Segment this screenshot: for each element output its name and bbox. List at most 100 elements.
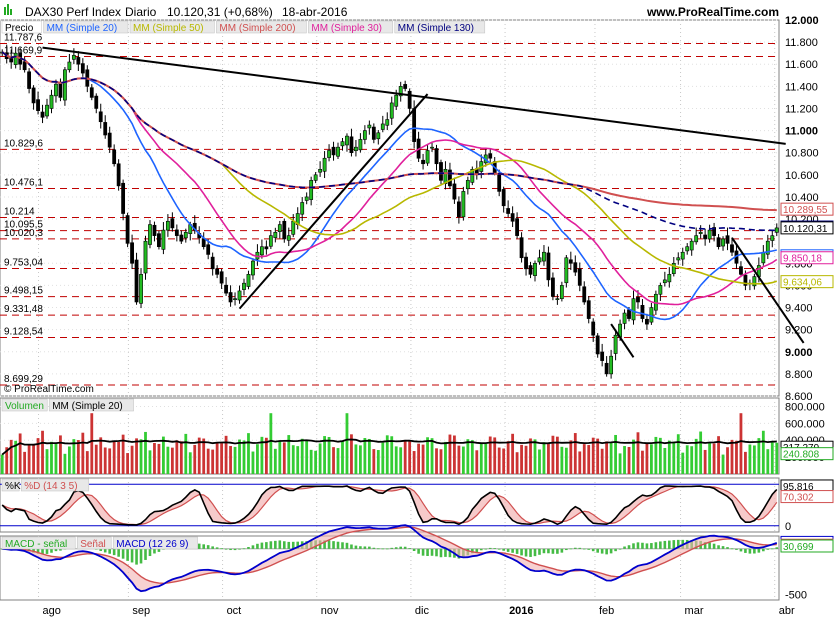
trendline <box>731 237 805 344</box>
volume-bar <box>376 450 380 474</box>
price-y-tick-label: 12.000 <box>785 15 819 27</box>
macd-histogram-bar <box>403 546 407 549</box>
macd-histogram-bar <box>578 547 582 549</box>
volume-bar <box>417 443 421 474</box>
volume-bar <box>430 438 434 474</box>
candlestick <box>595 333 600 358</box>
volume-bar <box>618 453 622 474</box>
volume-bar <box>233 446 237 474</box>
svg-text:%K: %K <box>5 481 21 492</box>
price-legend-2: MM (Simple 50) <box>129 20 215 34</box>
candlestick <box>456 196 461 224</box>
macd-histogram-bar <box>529 548 532 557</box>
candlestick <box>76 51 81 71</box>
candlestick <box>551 272 555 301</box>
candlestick <box>264 240 269 255</box>
volume-bar <box>327 437 331 474</box>
volume-bar <box>72 439 76 474</box>
volume-bar <box>117 441 121 474</box>
volume-bar <box>627 446 631 474</box>
volume-bar <box>157 443 161 474</box>
volume-bar <box>27 444 31 474</box>
macd-histogram-bar <box>215 547 219 549</box>
macd-fill <box>2 525 777 592</box>
volume-bar <box>573 433 577 474</box>
volume-bar <box>538 449 541 474</box>
level-label: 11.669,9 <box>4 46 43 57</box>
volume-bar <box>336 448 340 474</box>
volume-bar <box>502 448 506 474</box>
macd-histogram-bar <box>130 548 134 563</box>
candlestick <box>488 148 493 164</box>
volume-bar <box>166 446 170 474</box>
macd-histogram-bar <box>439 548 443 558</box>
price-value-tag: 9.634,06 <box>780 275 834 289</box>
volume-bar <box>744 451 747 474</box>
macd-histogram-bar <box>206 545 210 549</box>
macd-histogram-bar <box>726 547 729 549</box>
price-y-tick-label: 11.400 <box>785 81 818 93</box>
trendline <box>42 46 786 145</box>
macd-legend-2: MACD (12 26 9) <box>112 536 198 550</box>
volume-bar <box>67 446 71 474</box>
macd-histogram-bar <box>569 548 573 550</box>
price-y-tick-label: 10.800 <box>785 148 819 160</box>
volume-bar <box>148 450 152 474</box>
macd-histogram-bar <box>126 548 129 561</box>
x-tick-label: 2016 <box>509 605 533 617</box>
macd-histogram-bar <box>350 544 353 549</box>
macd-histogram-bar <box>247 546 250 549</box>
volume-bar <box>569 440 573 474</box>
volume-bar <box>699 431 703 474</box>
volume-bar <box>600 448 604 474</box>
macd-histogram-bar <box>708 542 711 549</box>
candlestick <box>331 141 336 161</box>
volume-bar <box>76 440 80 474</box>
macd-histogram-bar <box>533 548 537 557</box>
candlestick <box>107 126 112 153</box>
candlestick <box>470 166 475 186</box>
macd-histogram-bar <box>139 548 143 564</box>
volume-bar <box>730 439 734 474</box>
volume-bar <box>408 440 412 474</box>
macd-histogram-bar <box>408 548 411 549</box>
candlestick <box>380 115 385 133</box>
volume-bar <box>654 436 658 474</box>
macd-histogram-bar <box>287 541 291 549</box>
level-label: 9.331,48 <box>4 304 43 315</box>
price-y-tick-label: 8.600 <box>785 391 813 403</box>
volume-bar <box>179 441 183 474</box>
level-label: 10.476,1 <box>4 178 43 189</box>
svg-text:Precio: Precio <box>5 23 34 34</box>
volume-bar <box>264 437 268 474</box>
candlestick <box>36 91 40 115</box>
macd-histogram-bar <box>278 540 282 549</box>
volume-bar <box>470 440 474 474</box>
candlestick <box>609 349 614 379</box>
stoch-value-tag: 70,302 <box>780 490 834 504</box>
macd-histogram-bar <box>627 545 631 549</box>
macd-histogram-bar <box>233 548 237 551</box>
volume-bar <box>0 454 4 474</box>
macd-histogram-bar <box>148 548 152 557</box>
macd-histogram-bar <box>475 548 479 552</box>
candlestick <box>774 223 779 237</box>
volume-bar <box>685 445 689 474</box>
candlestick <box>577 262 582 292</box>
macd-histogram-bar <box>770 548 774 550</box>
volume-bar <box>251 451 255 474</box>
candlestick <box>568 251 573 271</box>
candlestick <box>13 46 18 69</box>
candlestick <box>103 115 108 139</box>
volume-bar <box>385 435 389 474</box>
candlestick <box>157 230 161 250</box>
macd-histogram-bar <box>618 548 622 550</box>
svg-text:MM (Simple 30): MM (Simple 30) <box>311 23 382 34</box>
volume-bar <box>50 441 53 474</box>
volume-bar <box>444 441 447 474</box>
candlestick <box>537 249 542 265</box>
level-label: 8.699,29 <box>4 374 43 385</box>
candlestick <box>721 236 725 251</box>
